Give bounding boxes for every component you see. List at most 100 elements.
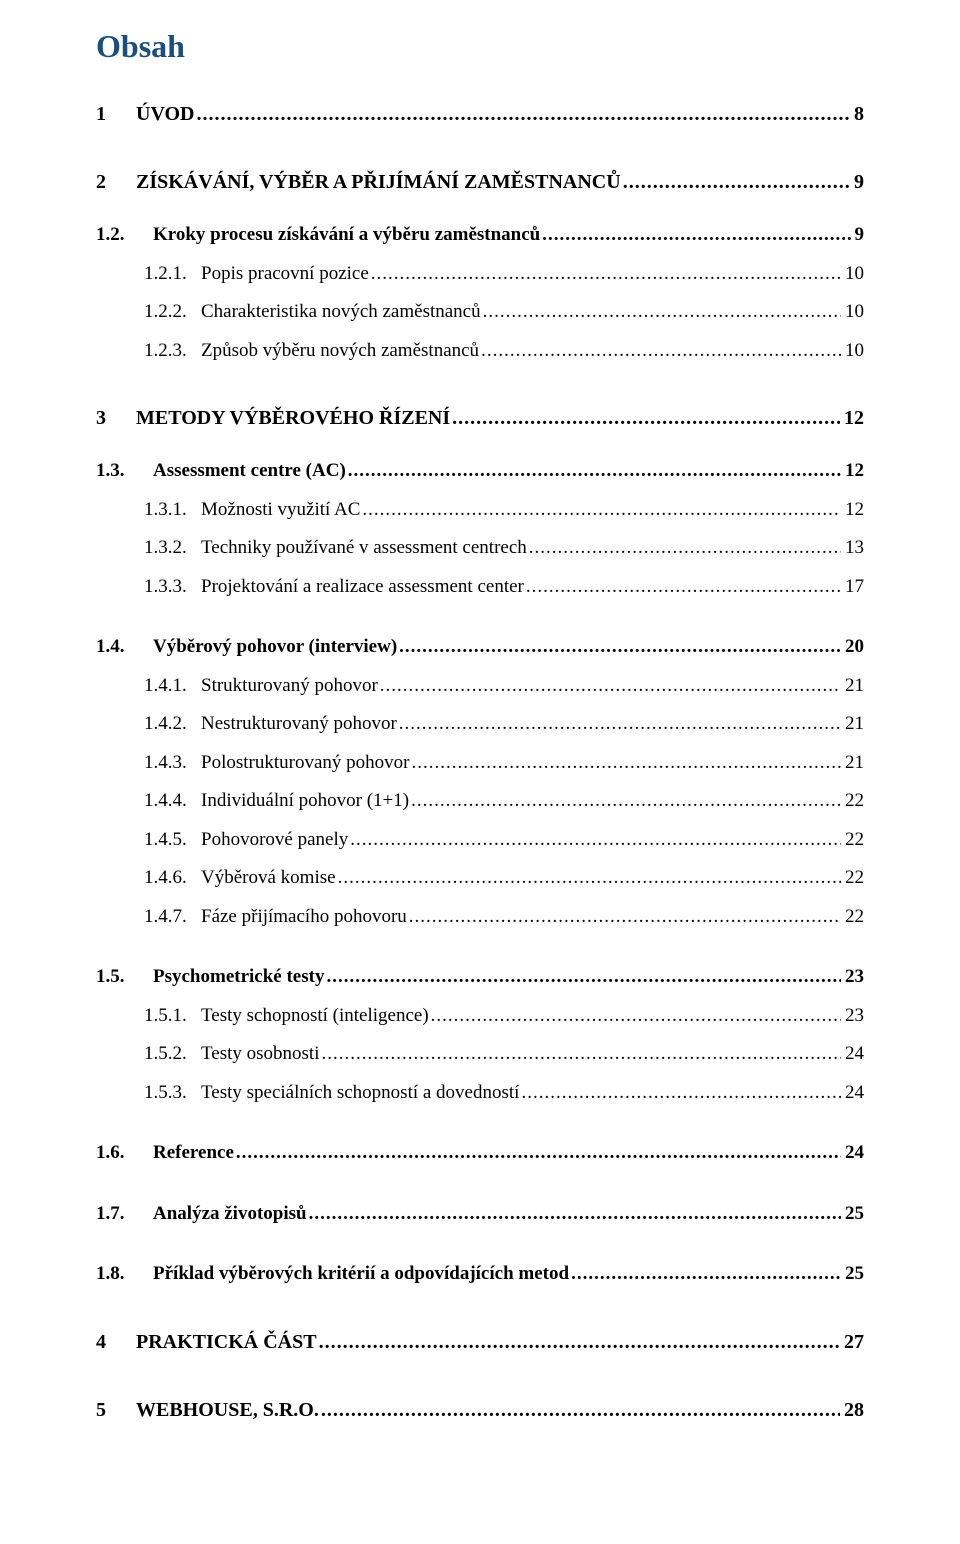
toc-entry-label: Příklad výběrových kritérií a odpovídají… <box>153 1260 569 1289</box>
toc-leader-dots <box>399 633 841 662</box>
toc-leader-dots <box>483 298 841 327</box>
toc-leader-dots <box>380 672 841 701</box>
toc-leader-dots <box>362 496 841 525</box>
toc-entry-page: 23 <box>845 1002 864 1031</box>
toc-leader-dots <box>529 534 841 563</box>
toc-gap <box>96 1117 864 1139</box>
toc-entry-label: Pohovorové panely <box>201 826 348 855</box>
toc-entry-number: 1.2.2. <box>144 298 201 327</box>
toc-leader-dots <box>409 903 841 932</box>
toc-entry-label: Polostrukturovaný pohovor <box>201 749 409 778</box>
toc-entry[interactable]: 1.3.3. Projektování a realizace assessme… <box>96 573 864 602</box>
toc-entry[interactable]: 1.4.7. Fáze přijímacího pohovoru 22 <box>96 903 864 932</box>
toc-entry[interactable]: 3 METODY VÝBĚROVÉHO ŘÍZENÍ12 <box>96 403 864 433</box>
toc-entry-label: METODY VÝBĚROVÉHO ŘÍZENÍ <box>136 403 450 433</box>
toc-entry-number: 1.4.6. <box>144 864 201 893</box>
toc-entry[interactable]: 1.2. Kroky procesu získávání a výběru za… <box>96 221 864 250</box>
toc-entry[interactable]: 1.4.2. Nestrukturovaný pohovor 21 <box>96 710 864 739</box>
toc-entry-number: 1.2. <box>96 221 153 250</box>
toc-entry-page: 22 <box>845 787 864 816</box>
toc-entry[interactable]: 1.4.1. Strukturovaný pohovor 21 <box>96 672 864 701</box>
toc-entry-page: 9 <box>855 221 865 250</box>
toc-entry[interactable]: 1.5.3. Testy speciálních schopností a do… <box>96 1079 864 1108</box>
toc-entry-page: 12 <box>844 403 864 433</box>
toc-leader-dots <box>309 1200 841 1229</box>
toc-entry[interactable]: 1.4. Výběrový pohovor (interview) 20 <box>96 633 864 662</box>
toc-entry[interactable]: 1.4.5. Pohovorové panely 22 <box>96 826 864 855</box>
toc-leader-dots <box>236 1139 841 1168</box>
toc-entry[interactable]: 1.4.4. Individuální pohovor (1+1) 22 <box>96 787 864 816</box>
toc-title: Obsah <box>96 28 864 65</box>
toc-entry[interactable]: 1.3.2. Techniky používané v assessment c… <box>96 534 864 563</box>
toc-entry-label: Kroky procesu získávání a výběru zaměstn… <box>153 221 540 250</box>
toc-entry-page: 27 <box>844 1327 864 1357</box>
toc-leader-dots <box>431 1002 841 1031</box>
toc-entry[interactable]: 1.3. Assessment centre (AC) 12 <box>96 457 864 486</box>
toc-leader-dots <box>321 1040 841 1069</box>
toc-entry[interactable]: 1.2.2. Charakteristika nových zaměstnanc… <box>96 298 864 327</box>
toc-entry-number: 1.5.1. <box>144 1002 201 1031</box>
toc-entry-number: 1.5. <box>96 963 153 992</box>
toc-entry[interactable]: 5 WEBHOUSE, S.R.O.28 <box>96 1395 864 1425</box>
toc-entry-label: Techniky používané v assessment centrech <box>201 534 527 563</box>
toc-leader-dots <box>521 1079 841 1108</box>
toc-leader-dots <box>481 337 841 366</box>
toc-entry[interactable]: 1.4.3. Polostrukturovaný pohovor 21 <box>96 749 864 778</box>
toc-entry-number: 1.4.5. <box>144 826 201 855</box>
toc-gap <box>96 1299 864 1327</box>
toc-leader-dots <box>411 787 841 816</box>
toc-entry-number: 1.4.1. <box>144 672 201 701</box>
toc-entry[interactable]: 4 PRAKTICKÁ ČÁST 27 <box>96 1327 864 1357</box>
toc-entry[interactable]: 1.5. Psychometrické testy 23 <box>96 963 864 992</box>
toc-entry-label: Charakteristika nových zaměstnanců <box>201 298 481 327</box>
toc-entry-number: 1.5.2. <box>144 1040 201 1069</box>
toc-entry-page: 10 <box>845 260 864 289</box>
toc-entry-label: Strukturovaný pohovor <box>201 672 378 701</box>
toc-leader-dots <box>399 710 841 739</box>
toc-entry-page: 20 <box>845 633 864 662</box>
toc-entry-page: 21 <box>845 749 864 778</box>
toc-entry-page: 22 <box>845 903 864 932</box>
toc-leader-dots <box>526 573 841 602</box>
toc-entry-page: 24 <box>845 1079 864 1108</box>
toc-entry-label: Výběrový pohovor (interview) <box>153 633 397 662</box>
toc-entry[interactable]: 2 ZÍSKÁVÁNÍ, VÝBĚR A PŘIJÍMÁNÍ ZAMĚSTNAN… <box>96 167 864 197</box>
toc-entry[interactable]: 1.7. Analýza životopisů 25 <box>96 1200 864 1229</box>
toc-entry-page: 25 <box>845 1260 864 1289</box>
toc-entry[interactable]: 1.8. Příklad výběrových kritérií a odpov… <box>96 1260 864 1289</box>
toc-entry-number: 1.2.1. <box>144 260 201 289</box>
toc-leader-dots <box>350 826 841 855</box>
toc-entry-number: 1.3.3. <box>144 573 201 602</box>
document-page: Obsah 1 ÚVOD8 2 ZÍSKÁVÁNÍ, VÝBĚR A PŘIJÍM… <box>0 0 960 1544</box>
toc-gap <box>96 139 864 167</box>
toc-entry-page: 10 <box>845 298 864 327</box>
toc-entry-number: 5 <box>96 1395 136 1425</box>
toc-entry[interactable]: 1.3.1. Možnosti využití AC 12 <box>96 496 864 525</box>
toc-entry-label: Testy schopností (inteligence) <box>201 1002 429 1031</box>
toc-entry-page: 21 <box>845 710 864 739</box>
toc-list: 1 ÚVOD8 2 ZÍSKÁVÁNÍ, VÝBĚR A PŘIJÍMÁNÍ ZA… <box>96 99 864 1425</box>
toc-entry[interactable]: 1.2.1. Popis pracovní pozice 10 <box>96 260 864 289</box>
toc-entry-number: 2 <box>96 167 136 197</box>
toc-entry-label: PRAKTICKÁ ČÁST <box>136 1327 317 1357</box>
toc-entry[interactable]: 1.2.3. Způsob výběru nových zaměstnanců … <box>96 337 864 366</box>
toc-entry-number: 4 <box>96 1327 136 1357</box>
toc-entry-page: 22 <box>845 826 864 855</box>
toc-entry-page: 22 <box>845 864 864 893</box>
toc-entry[interactable]: 1.6. Reference 24 <box>96 1139 864 1168</box>
toc-gap <box>96 1238 864 1260</box>
toc-entry-number: 1.4.7. <box>144 903 201 932</box>
toc-entry-page: 17 <box>845 573 864 602</box>
toc-entry-label: Testy speciálních schopností a dovednost… <box>201 1079 519 1108</box>
toc-gap <box>96 1367 864 1395</box>
toc-entry[interactable]: 1.5.1. Testy schopností (inteligence) 23 <box>96 1002 864 1031</box>
toc-gap <box>96 443 864 457</box>
toc-entry[interactable]: 1.5.2. Testy osobnosti 24 <box>96 1040 864 1069</box>
toc-entry-label: Projektování a realizace assessment cent… <box>201 573 524 602</box>
toc-entry[interactable]: 1.4.6. Výběrová komise 22 <box>96 864 864 893</box>
toc-entry-label: Analýza životopisů <box>153 1200 307 1229</box>
toc-leader-dots <box>338 864 841 893</box>
toc-leader-dots <box>571 1260 841 1289</box>
toc-entry[interactable]: 1 ÚVOD8 <box>96 99 864 129</box>
toc-leader-dots <box>321 1395 840 1425</box>
